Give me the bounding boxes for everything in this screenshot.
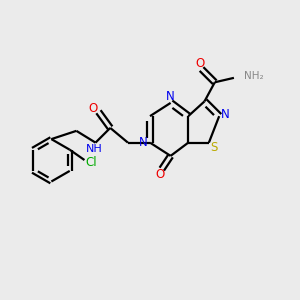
Text: Cl: Cl <box>85 156 97 169</box>
Text: N: N <box>139 136 148 149</box>
Text: S: S <box>211 141 218 154</box>
Text: O: O <box>88 102 98 115</box>
Text: NH₂: NH₂ <box>244 71 264 81</box>
Text: NH: NH <box>86 143 102 154</box>
Text: O: O <box>156 168 165 181</box>
Text: O: O <box>195 57 205 70</box>
Text: N: N <box>221 108 230 121</box>
Text: N: N <box>166 90 175 103</box>
